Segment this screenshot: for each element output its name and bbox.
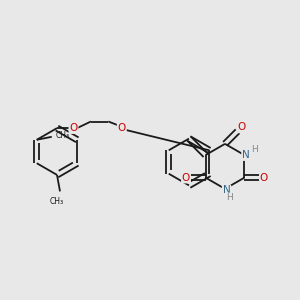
Text: H: H xyxy=(226,193,233,202)
Text: O: O xyxy=(118,123,126,133)
Text: N: N xyxy=(223,185,230,195)
Text: O: O xyxy=(69,123,78,133)
Text: O: O xyxy=(237,122,246,132)
Text: O: O xyxy=(182,172,190,183)
Text: N: N xyxy=(242,150,250,160)
Text: O: O xyxy=(260,172,268,183)
Text: CH₃: CH₃ xyxy=(55,131,70,140)
Text: CH₃: CH₃ xyxy=(50,197,64,206)
Text: H: H xyxy=(252,145,258,154)
